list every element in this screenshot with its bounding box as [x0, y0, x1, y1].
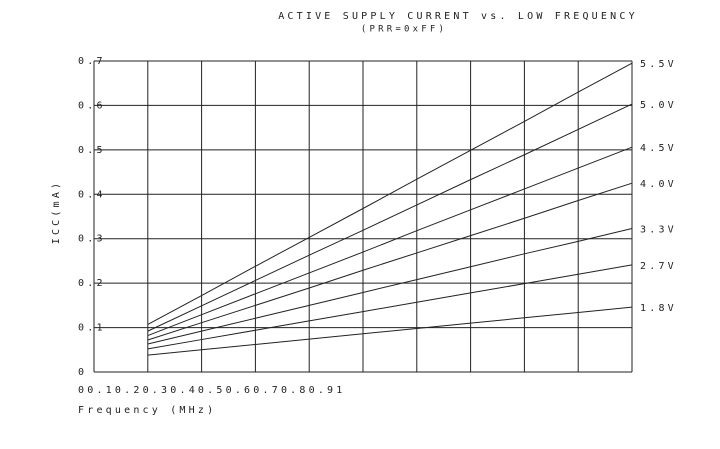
x-tick-label: 0.8 [281, 385, 309, 396]
x-tick-label: 0.6 [226, 385, 254, 396]
y-tick-label: 0.4 [78, 189, 106, 200]
series-line [147, 264, 633, 350]
x-tick-label: 0.3 [143, 385, 171, 396]
series-line [147, 306, 633, 356]
series-line [147, 182, 633, 341]
series-line [147, 103, 633, 332]
x-tick-label: 0.4 [170, 385, 198, 396]
y-tick-label: 0.5 [78, 145, 106, 156]
y-tick-label: 0.1 [78, 323, 106, 334]
legend-label: 5.0V [640, 100, 677, 111]
x-tick-labels: 00.10.20.30.40.50.60.70.80.91 [78, 385, 346, 396]
legend-label: 5.5V [640, 59, 677, 70]
y-tick-label: 0 [78, 367, 87, 378]
y-tick-label: 0.3 [78, 234, 106, 245]
y-tick-label: 0.7 [78, 56, 106, 67]
x-axis-label: Frequency (MHz) [78, 405, 216, 416]
series-line [147, 62, 633, 325]
legend-label: 1.8V [640, 303, 677, 314]
y-axis-label: ICC(mA) [51, 180, 62, 245]
legend-label: 4.0V [640, 179, 677, 190]
x-tick-label: 0.2 [115, 385, 143, 396]
legend-label: 4.5V [640, 143, 677, 154]
x-tick-label: 0.9 [309, 385, 337, 396]
chart-subtitle: (PRR=0xFF) [361, 25, 447, 35]
x-tick-label: 1 [336, 385, 345, 396]
chart-title: ACTIVE SUPPLY CURRENT vs. LOW FREQUENCY [278, 11, 638, 22]
x-tick-label: 0.1 [87, 385, 115, 396]
y-tick-label: 0.6 [78, 100, 106, 111]
legend-label: 3.3V [640, 224, 677, 235]
legend-label: 2.7V [640, 261, 677, 272]
x-tick-label: 0.5 [198, 385, 226, 396]
x-tick-label: 0.7 [253, 385, 281, 396]
series-line [147, 228, 633, 345]
series-line [147, 146, 633, 337]
x-tick-label: 0 [78, 385, 87, 396]
y-tick-label: 0.2 [78, 278, 106, 289]
